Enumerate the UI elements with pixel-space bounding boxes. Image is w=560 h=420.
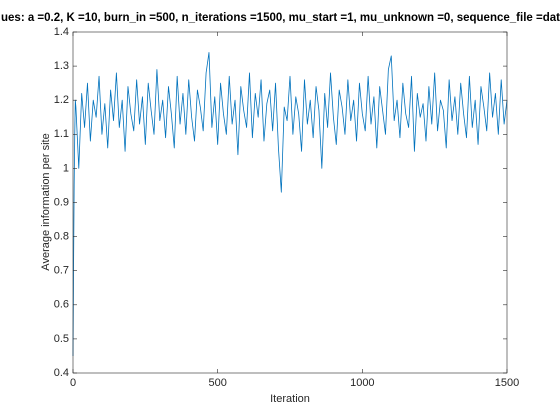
y-tick-label: 0.5 [54,333,69,345]
x-axis-label: Iteration [270,393,310,405]
y-tick-label: 0.7 [54,265,69,277]
y-tick-label: 1.1 [54,128,69,140]
x-tick-label: 1500 [495,377,519,389]
chart-title: ues: a =0.2, K =10, burn_in =500, n_iter… [1,12,560,24]
y-axis-label: Average information per site [40,133,52,270]
x-tick-label: 1000 [350,377,374,389]
y-tick-label: 0.8 [54,231,69,243]
y-tick-label: 0.4 [54,367,69,379]
y-tick-label: 0.6 [54,299,69,311]
y-tick-label: 1.2 [54,94,69,106]
y-tick-label: 1 [63,162,69,174]
x-tick-label: 0 [70,377,76,389]
y-tick-label: 1.3 [54,60,69,72]
y-tick-label: 0.9 [54,196,69,208]
data-line [72,52,508,356]
y-tick-label: 1.4 [54,26,69,38]
x-tick-label: 500 [208,377,226,389]
